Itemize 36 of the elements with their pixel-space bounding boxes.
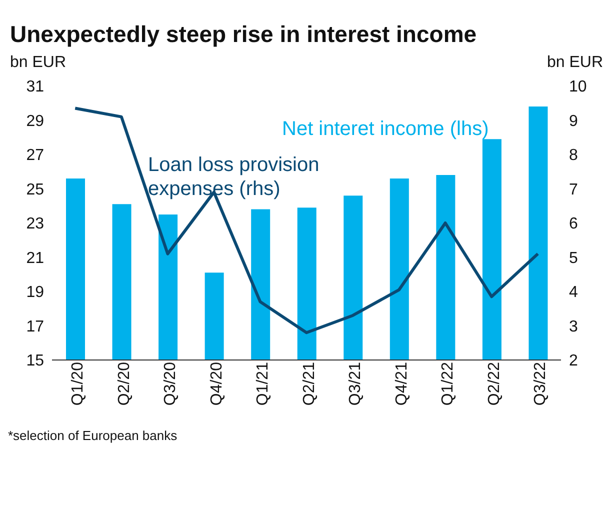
x-tick-label: Q2/21 [300,362,318,406]
y-tick-label: 29 [26,112,44,130]
x-tick-label: Q1/22 [440,362,457,406]
y-tick-label: 25 [26,181,44,198]
y-tick-label: 19 [26,284,44,302]
y-tick-label: 27 [26,147,44,164]
y-tick-label: 23 [26,216,44,233]
y2-tick-label: 3 [569,318,578,336]
text: *selection of European banks [8,428,178,443]
y-axis-title: bn EUR [10,54,66,72]
y-tick-label: 31 [26,78,44,96]
x-tick-label: Q2/22 [486,362,503,406]
y-tick-label: 17 [26,318,44,336]
series-label: Net interet income (lhs) [282,118,489,140]
chart-title: Unexpectedly steep rise in interest income [10,20,478,48]
x-tick-label: Q2/20 [116,362,133,406]
y-tick-label: 21 [26,250,44,267]
y2-tick-label: 6 [569,216,578,233]
y-tick-label: 15 [26,352,44,370]
y2-tick-label: 4 [569,284,578,302]
y2-tick-label: 7 [569,181,578,198]
y2-tick-label: 2 [569,352,578,370]
series-label: Loan loss provision expenses (rhs) [148,153,320,201]
y2-tick-label: 8 [569,147,578,164]
x-tick-label: Q3/21 [347,362,364,406]
x-tick-label: Q1/21 [254,362,272,406]
x-tick-label: Q1/20 [69,362,86,406]
y2-tick-label: 10 [569,78,587,96]
x-tick-label: Q3/22 [532,362,550,406]
x-tick-label: Q4/20 [208,362,226,406]
x-tick-label: Q4/21 [393,362,410,406]
y2-tick-label: 9 [569,112,578,130]
line-series [74,106,540,334]
y2-axis-title: bn EUR [546,54,603,72]
x-tick-label: Q3/20 [162,362,180,406]
y2-tick-label: 5 [569,250,578,267]
